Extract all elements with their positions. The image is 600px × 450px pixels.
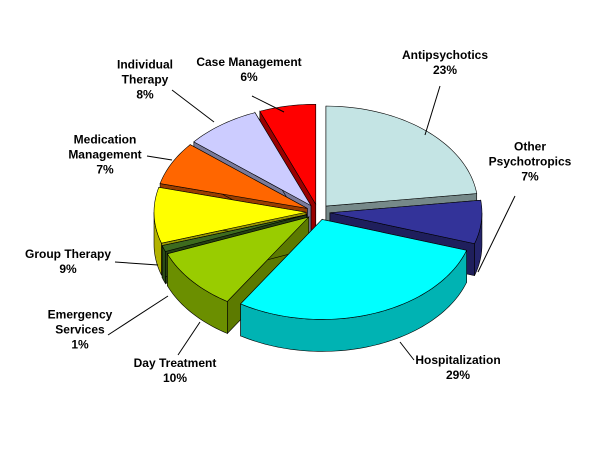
value-label: 29% (445, 368, 471, 382)
value-label: 1% (71, 337, 89, 352)
value-label: 23% (432, 63, 458, 77)
category-label: Case Management (196, 55, 302, 69)
leader-line (177, 321, 201, 356)
slice (166, 216, 310, 302)
leader-line (114, 261, 159, 266)
value-label: 7% (96, 162, 114, 177)
slice-label: Case Management 6% (189, 55, 309, 85)
slice (153, 187, 307, 244)
slice-label: Emergency Services 1% (35, 308, 125, 353)
value-label: 8% (136, 87, 154, 102)
category-label: Hospitalization (415, 353, 501, 367)
category-label: Medication Management (68, 132, 142, 162)
slice-label: Medication Management 7% (60, 133, 150, 178)
leader-line (107, 295, 169, 336)
category-label: Group Therapy (24, 247, 111, 261)
slice (159, 144, 308, 209)
value-label: 6% (240, 70, 258, 84)
slice (193, 112, 312, 207)
category-label: Antipsychotics (401, 48, 488, 62)
slice (325, 105, 478, 207)
category-label: Individual Therapy (116, 57, 173, 87)
leader-line (477, 195, 516, 273)
slice (240, 219, 468, 320)
leader-line (399, 341, 415, 361)
value-label: 9% (59, 262, 77, 276)
slice (259, 103, 317, 206)
category-label: Day Treatment (133, 356, 217, 370)
leader-line (251, 95, 285, 113)
slice-wall (161, 245, 166, 285)
leader-line (424, 85, 441, 136)
slice-label: Group Therapy 9% (13, 247, 123, 277)
category-label: Emergency Services (47, 307, 113, 337)
leader-line (146, 155, 173, 161)
slice (329, 199, 483, 244)
slice-label: Day Treatment 10% (120, 356, 230, 386)
category-label: Other Psychotropics (488, 139, 572, 169)
slice (161, 214, 307, 252)
slice-label: Hospitalization 29% (403, 353, 513, 383)
value-label: 7% (521, 169, 539, 184)
value-label: 10% (162, 371, 188, 385)
leader-line (171, 89, 215, 123)
slice-label: Individual Therapy 8% (105, 58, 185, 103)
slice-label: Antipsychotics 23% (390, 48, 500, 78)
slice-label: Other Psychotropics 7% (485, 140, 575, 185)
